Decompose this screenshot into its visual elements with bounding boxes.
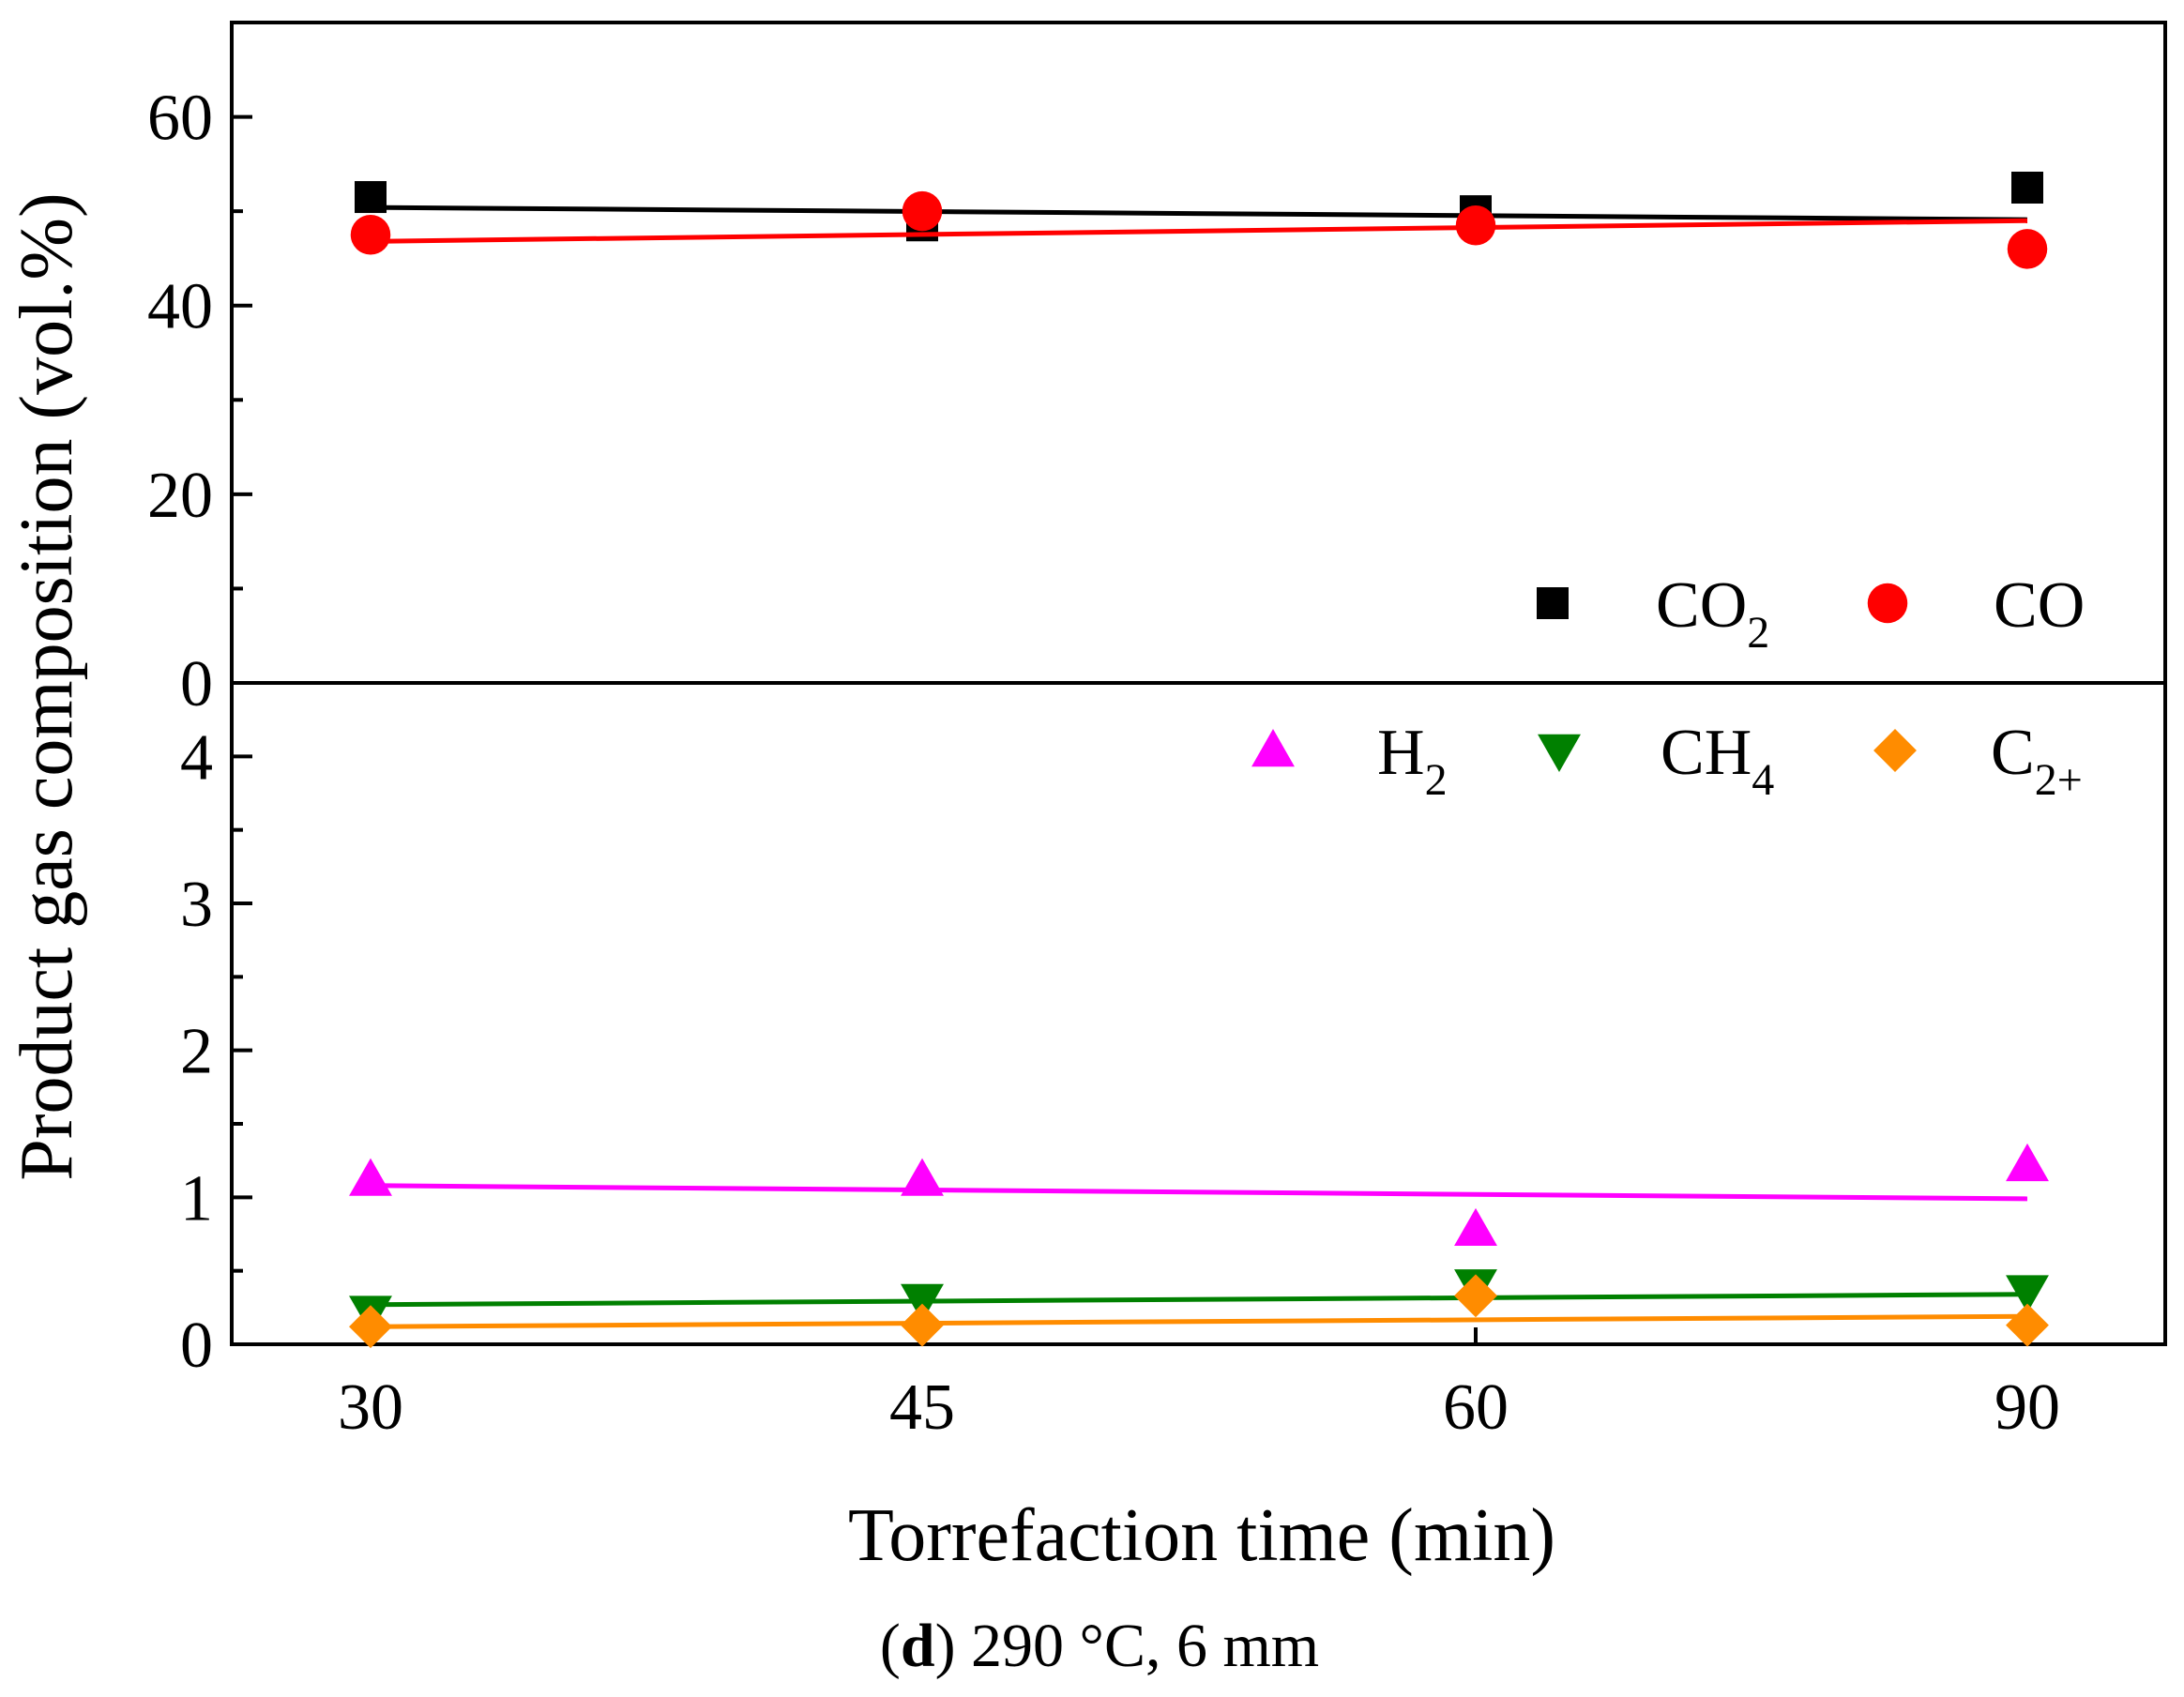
caption-letter: d	[901, 1612, 935, 1680]
fit-line-c2	[370, 1313, 2028, 1329]
fit-line-ch4	[370, 1292, 2028, 1308]
legend-marker-c2	[1873, 729, 1917, 772]
point-ch4	[2006, 1275, 2049, 1313]
y-tick-label: 3	[180, 869, 213, 941]
point-h2	[1454, 1207, 1497, 1247]
text-layer: Product gas composition (vol.%) Torrefac…	[6, 192, 1555, 1680]
point-c2	[901, 1303, 944, 1347]
fit-line-h2	[370, 1183, 2028, 1202]
y-tick-label: 60	[147, 83, 213, 155]
y-tick-label: 1	[180, 1162, 213, 1235]
axes-layer: 30 45 60 90 0 20 40 60 0 1 2 3 4	[147, 21, 2167, 1444]
y-tick-label: 0	[180, 648, 213, 720]
legend: CO2 CO H2 CH4 C2+	[1251, 569, 2085, 805]
x-tick-label: 45	[889, 1371, 955, 1444]
x-tick-label: 30	[338, 1371, 403, 1444]
fit-line-co2	[370, 205, 2028, 222]
point-co	[902, 190, 943, 232]
y-tick-label: 0	[180, 1310, 213, 1382]
x-axis-title: Torrefaction time (min)	[848, 1494, 1555, 1577]
point-co2	[355, 181, 387, 214]
point-co	[350, 215, 391, 255]
point-co2	[2011, 172, 2043, 204]
point-c2	[349, 1305, 392, 1349]
point-h2	[2006, 1143, 2049, 1182]
caption-text: 290 °C, 6 mm	[971, 1612, 1319, 1680]
legend-label-co: CO	[1994, 569, 2085, 642]
legend-marker-co	[1867, 583, 1908, 624]
point-ch4	[901, 1283, 944, 1322]
x-tick-label: 90	[1994, 1371, 2060, 1444]
fit-line-co	[370, 218, 2028, 244]
point-co	[2007, 229, 2048, 269]
y-tick-label: 4	[180, 721, 213, 794]
point-co	[1455, 205, 1496, 246]
legend-label-co2: CO2	[1656, 569, 1769, 658]
point-c2	[2006, 1303, 2049, 1347]
legend-marker-co2	[1537, 587, 1569, 619]
x-tick-label: 60	[1443, 1371, 1509, 1444]
legend-label-ch4: CH4	[1661, 717, 1774, 805]
y-axis-title: Product gas composition (vol.%)	[6, 192, 88, 1180]
data-layer	[349, 172, 2049, 1349]
figure-caption: (d) 290 °C, 6 mm	[880, 1612, 1319, 1680]
legend-marker-ch4	[1538, 734, 1581, 772]
y-tick-label: 2	[180, 1016, 213, 1088]
point-h2	[901, 1158, 944, 1196]
point-h2	[349, 1158, 392, 1196]
legend-label-h2: H2	[1377, 717, 1448, 805]
point-c2	[1454, 1274, 1497, 1318]
y-tick-label: 20	[147, 460, 213, 532]
y-tick-label: 40	[147, 271, 213, 343]
legend-label-c2: C2+	[1991, 717, 2083, 805]
legend-marker-h2	[1251, 729, 1295, 767]
